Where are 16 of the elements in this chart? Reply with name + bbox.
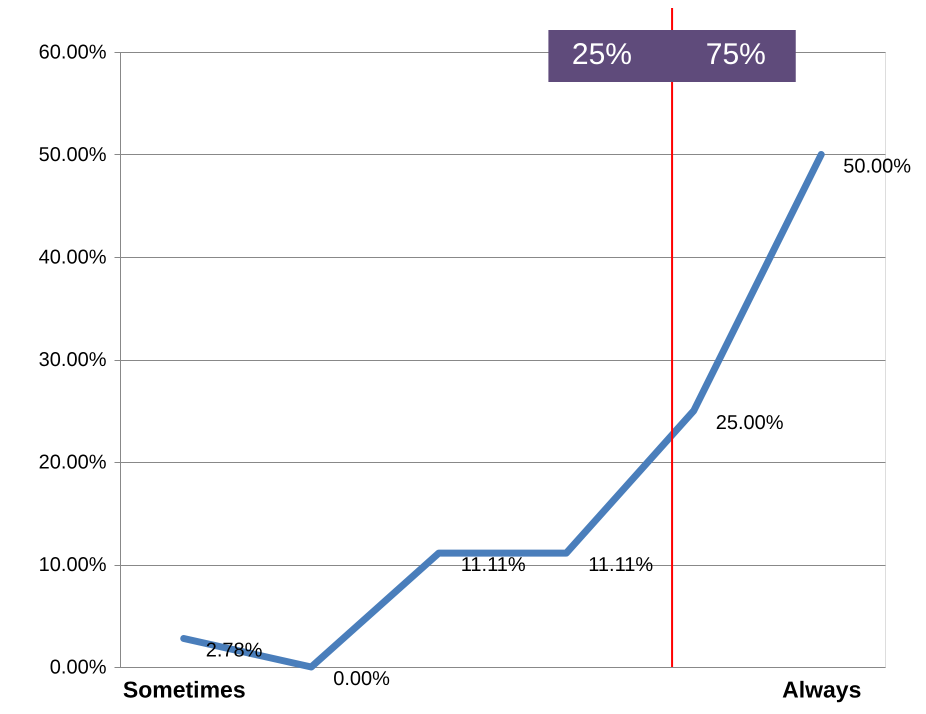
x-tick-label: Always xyxy=(782,676,862,702)
data-label: 0.00% xyxy=(333,668,390,690)
annotation: 75% xyxy=(706,38,766,71)
y-tick-label: 0.00% xyxy=(50,656,107,678)
y-tick-label: 60.00% xyxy=(38,42,107,64)
data-label: 11.11% xyxy=(460,554,526,576)
x-tick-label: Sometimes xyxy=(122,676,246,702)
data-label: 25.00% xyxy=(716,412,784,434)
y-tick-label: 40.00% xyxy=(38,246,107,268)
y-tick-label: 50.00% xyxy=(38,144,107,166)
y-tick-label: 10.00% xyxy=(38,554,107,576)
data-label: 50.00% xyxy=(843,156,912,178)
data-label: 11.11% xyxy=(588,554,654,576)
annotation: 25% xyxy=(572,38,632,71)
y-tick-label: 30.00% xyxy=(38,349,107,371)
y-tick-label: 20.00% xyxy=(38,452,107,474)
